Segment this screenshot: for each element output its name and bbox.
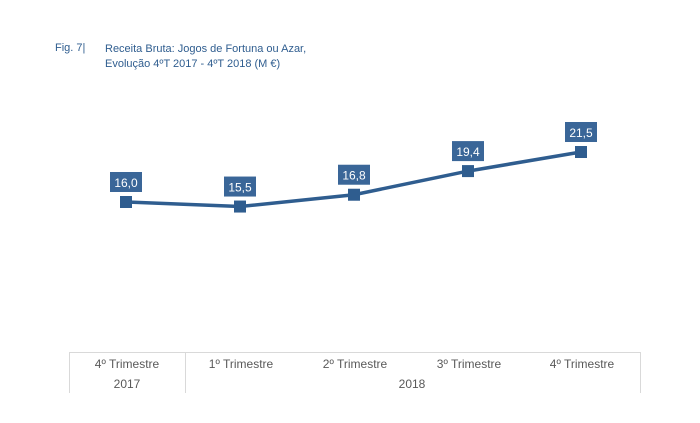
chart-title: Receita Bruta: Jogos de Fortuna ou Azar,…: [105, 42, 306, 72]
category-axis: 4º Trimestre 1º Trimestre 2º Trimestre 3…: [69, 352, 641, 393]
group-label-2017: 2017: [113, 377, 141, 391]
data-label: 19,4: [456, 145, 480, 159]
data-label-box: [452, 141, 484, 162]
data-label: 16,8: [342, 169, 366, 183]
chart-title-line: Receita Bruta: Jogos de Fortuna ou Azar,: [105, 43, 307, 55]
data-label-box: [224, 176, 256, 197]
category-label: 4º Trimestre: [94, 357, 160, 371]
category-label: 3º Trimestre: [436, 357, 502, 371]
figure-label: Fig. 7|: [55, 42, 86, 54]
category-label: 4º Trimestre: [549, 357, 615, 371]
data-point-marker: [234, 200, 246, 213]
data-point-marker: [462, 165, 474, 178]
category-label: 1º Trimestre: [208, 357, 274, 371]
data-label-box: [338, 164, 370, 185]
group-divider: [185, 353, 186, 393]
data-label-box: [110, 172, 142, 192]
data-label: 16,0: [114, 176, 138, 190]
data-label-box: [565, 122, 597, 143]
data-label: 21,5: [569, 126, 593, 140]
chart-subtitle: Evolução 4ºT 2017 - 4ºT 2018 (M €): [105, 58, 281, 70]
data-point-marker: [575, 146, 587, 159]
data-point-marker: [348, 188, 360, 201]
category-label: 2º Trimestre: [322, 357, 388, 371]
group-label-2018: 2018: [398, 377, 426, 391]
data-label: 15,5: [228, 181, 252, 195]
data-point-marker: [120, 196, 132, 208]
